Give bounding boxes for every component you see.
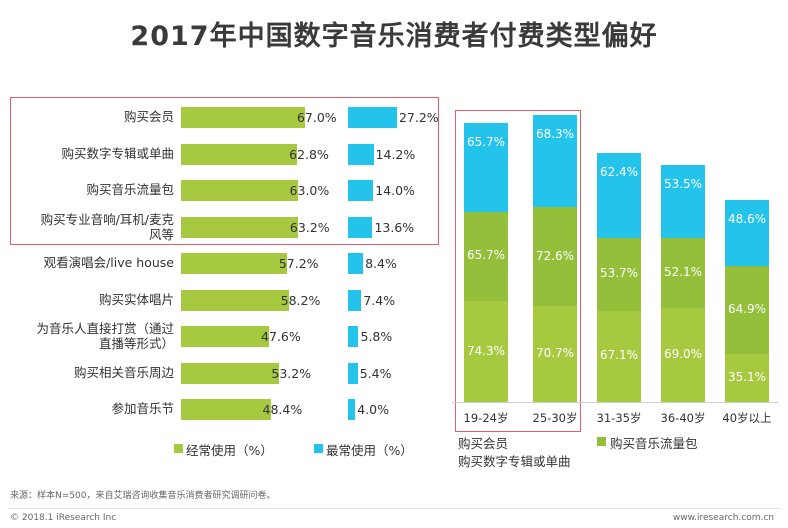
- chart-title: 2017年中国数字音乐消费者付费类型偏好: [130, 21, 658, 52]
- category-label: 购买数字专辑或单曲: [61, 145, 174, 161]
- value-label-frequent: 57.2%: [278, 256, 319, 271]
- segment-value-label: 65.7%: [466, 134, 506, 149]
- segment-value-label: 53.5%: [663, 176, 703, 191]
- category-label: 为音乐人直接打赏（通过: [36, 321, 174, 336]
- segment-value-label: 67.1%: [599, 348, 639, 363]
- segment-value-label: 48.6%: [727, 212, 767, 227]
- category-label: 购买会员: [123, 109, 174, 124]
- value-label-frequent: 67.0%: [296, 110, 337, 125]
- x-axis-line: [452, 402, 778, 403]
- value-label-most-frequent: 14.0%: [375, 183, 415, 198]
- stack-segment: [464, 211, 508, 302]
- legend-swatch-frequent: [174, 444, 183, 453]
- stack-segment: [597, 310, 641, 402]
- legend-label-most-frequent: 最常使用（%）: [326, 443, 413, 458]
- segment-value-label: 35.1%: [727, 370, 767, 385]
- stack-segment: [533, 114, 577, 208]
- legend-swatch-traffic: [597, 437, 606, 446]
- bar-most-frequent: [348, 143, 374, 165]
- stack-segment: [533, 305, 577, 402]
- segment-value-label: 72.6%: [535, 248, 575, 263]
- value-label-most-frequent: 4.0%: [357, 402, 389, 417]
- bar-most-frequent: [348, 180, 374, 201]
- age-group-label: 19-24岁: [463, 411, 509, 425]
- category-label: 参加音乐节: [111, 401, 174, 416]
- segment-value-label: 62.4%: [599, 165, 639, 180]
- copyright: © 2018.1 iResearch Inc: [10, 513, 117, 523]
- stack-segment: [597, 153, 641, 238]
- segment-value-label: 70.7%: [535, 345, 575, 360]
- stack-segment: [464, 122, 508, 212]
- value-label-frequent: 63.0%: [289, 183, 330, 198]
- value-label-frequent: 53.2%: [271, 365, 312, 381]
- segment-value-label: 69.0%: [663, 347, 703, 362]
- website: www.iresearch.com.cn: [672, 513, 774, 523]
- segment-value-label: 52.1%: [663, 264, 703, 279]
- age-group-label: 36-40岁: [660, 411, 706, 425]
- bar-most-frequent: [348, 107, 397, 128]
- category-label: 购买专业音响/耳机/麦克: [40, 211, 174, 227]
- bar-frequent: [181, 143, 298, 165]
- value-label-frequent: 58.2%: [280, 292, 321, 308]
- category-label: 风等: [148, 226, 174, 242]
- value-label-most-frequent: 8.4%: [365, 256, 397, 271]
- age-group-label: 31-35岁: [596, 411, 642, 425]
- bar-frequent: [181, 180, 298, 201]
- footer-divider: [8, 508, 780, 509]
- bar-frequent: [181, 362, 280, 384]
- bar-most-frequent: [348, 216, 373, 238]
- stack-segment: [464, 301, 508, 402]
- legend-label-album: 购买数字专辑或单曲: [458, 454, 571, 469]
- age-group-label: 25-30岁: [532, 411, 578, 425]
- highlight-box-top-four: [10, 97, 439, 245]
- bar-frequent: [181, 216, 298, 238]
- legend-swatch-most-frequent: [314, 444, 323, 453]
- value-label-frequent: 63.2%: [289, 219, 330, 235]
- highlight-box-young-ages: [455, 110, 581, 432]
- stack-segment: [725, 354, 769, 402]
- category-label: 观看演唱会/live house: [43, 255, 174, 270]
- stack-segment: [661, 164, 705, 238]
- stack-segment: [597, 237, 641, 311]
- source-note: 来源：样本N=500，来自艾瑞咨询收集音乐消费者研究调研问卷。: [10, 491, 276, 501]
- value-label-frequent: 48.4%: [262, 402, 303, 417]
- bar-frequent: [181, 399, 271, 420]
- value-label-most-frequent: 27.2%: [398, 110, 439, 125]
- category-label: 购买实体唱片: [98, 291, 174, 307]
- legend-label-traffic: 购买音乐流量包: [610, 436, 698, 451]
- bar-frequent: [181, 107, 305, 128]
- segment-value-label: 53.7%: [599, 266, 639, 281]
- stack-segment: [725, 266, 769, 355]
- legend-label-frequent: 经常使用（%）: [186, 443, 273, 458]
- value-label-most-frequent: 7.4%: [363, 292, 396, 308]
- value-label-frequent: 47.6%: [261, 329, 301, 344]
- value-label-most-frequent: 5.8%: [360, 329, 393, 344]
- legend-label-member: 购买会员: [458, 436, 509, 451]
- value-label-most-frequent: 13.6%: [374, 219, 415, 235]
- segment-value-label: 64.9%: [727, 302, 767, 317]
- category-label: 直播等形式）: [98, 336, 174, 351]
- value-label-most-frequent: 14.2%: [375, 146, 416, 162]
- stack-segment: [661, 237, 705, 309]
- segment-value-label: 65.7%: [466, 248, 506, 263]
- stack-segment: [661, 308, 705, 402]
- bar-most-frequent: [348, 362, 358, 384]
- category-label: 购买相关音乐周边: [73, 364, 174, 380]
- bar-most-frequent: [348, 253, 364, 274]
- value-label-most-frequent: 5.4%: [359, 365, 392, 381]
- segment-value-label: 74.3%: [466, 343, 506, 358]
- value-label-frequent: 62.8%: [289, 146, 329, 162]
- stack-segment: [533, 207, 577, 306]
- segment-value-label: 68.3%: [535, 126, 575, 141]
- bar-frequent: [181, 289, 289, 311]
- stack-segment: [725, 200, 769, 267]
- bar-frequent: [181, 326, 270, 347]
- age-group-label: 40岁以上: [722, 411, 772, 425]
- bar-most-frequent: [348, 289, 362, 311]
- bar-most-frequent: [348, 399, 356, 420]
- bar-most-frequent: [348, 326, 359, 347]
- bar-frequent: [181, 253, 287, 274]
- category-label: 购买音乐流量包: [86, 182, 174, 197]
